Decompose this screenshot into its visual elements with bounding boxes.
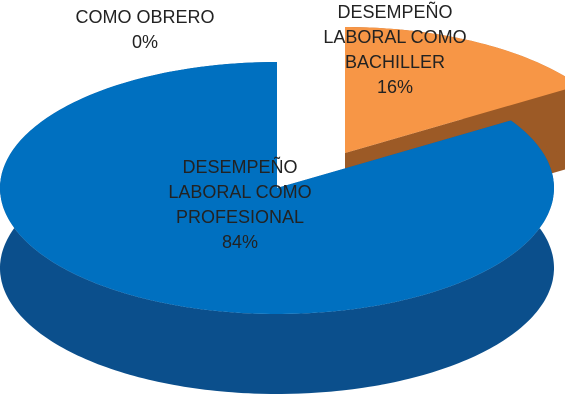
slice-label: COMO OBRERO 0% [50,5,240,55]
category-label: DESEMPEÑO LABORAL COMO BACHILLER [323,2,467,72]
value-label: 0% [131,32,158,52]
value-label: 84% [221,232,259,252]
slice-label: DESEMPEÑO LABORAL COMO PROFESIONAL 84% [145,155,335,255]
category-label: DESEMPEÑO LABORAL COMO PROFESIONAL [168,157,312,227]
value-label: 16% [376,77,414,97]
slice [345,27,565,153]
slice-label: DESEMPEÑO LABORAL COMO BACHILLER 16% [310,0,480,100]
category-label: COMO OBRERO [75,7,215,27]
slice [0,62,554,314]
